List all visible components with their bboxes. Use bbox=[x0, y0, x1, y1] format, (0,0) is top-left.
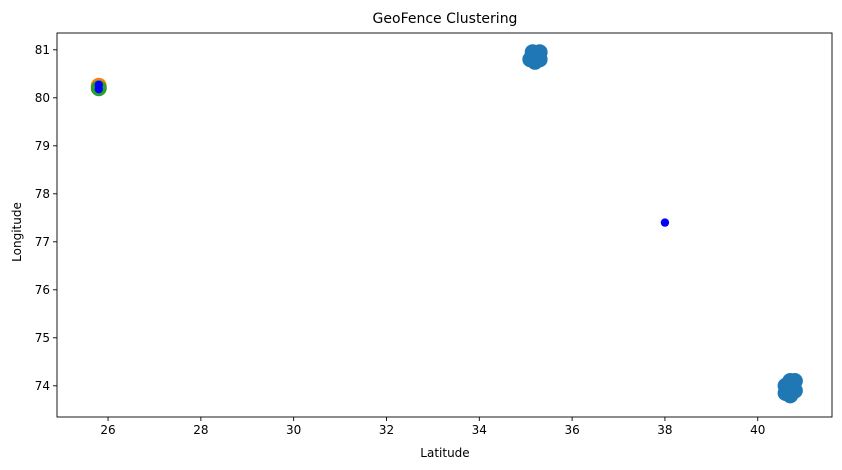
scatter-point-s3-p2 bbox=[660, 218, 670, 227]
plot-area: 26 28 30 32 34 36 38 40 74 75 76 77 78 79 80 81 bbox=[35, 32, 833, 437]
x-axis-label: Latitude bbox=[420, 446, 469, 460]
y-tick-label-78: 78 bbox=[35, 187, 50, 201]
x-tick-label-34: 34 bbox=[472, 423, 487, 437]
y-tick-label-77: 77 bbox=[35, 235, 50, 249]
y-tick-label-76: 76 bbox=[35, 283, 50, 297]
plot-frame bbox=[56, 32, 833, 418]
x-tick-label-40: 40 bbox=[750, 423, 765, 437]
x-tick-label-30: 30 bbox=[286, 423, 301, 437]
x-tick-label-32: 32 bbox=[379, 423, 394, 437]
y-tick-label-75: 75 bbox=[35, 331, 50, 345]
x-tick-label-26: 26 bbox=[100, 423, 115, 437]
y-tick-label-79: 79 bbox=[35, 139, 50, 153]
x-tick-label-28: 28 bbox=[193, 423, 208, 437]
x-tick-label-36: 36 bbox=[564, 423, 579, 437]
y-tick-label-80: 80 bbox=[35, 91, 50, 105]
scatter-point-s0-p5 bbox=[531, 44, 548, 61]
scatter-point-s3-p1 bbox=[94, 84, 103, 94]
y-axis-label: Longitude bbox=[10, 202, 24, 262]
scatter-point-s0-p12 bbox=[782, 377, 799, 394]
y-tick-label-74: 74 bbox=[35, 379, 50, 393]
chart-title: GeoFence Clustering bbox=[373, 11, 518, 27]
y-tick-label-81: 81 bbox=[35, 43, 50, 57]
x-tick-label-38: 38 bbox=[657, 423, 672, 437]
